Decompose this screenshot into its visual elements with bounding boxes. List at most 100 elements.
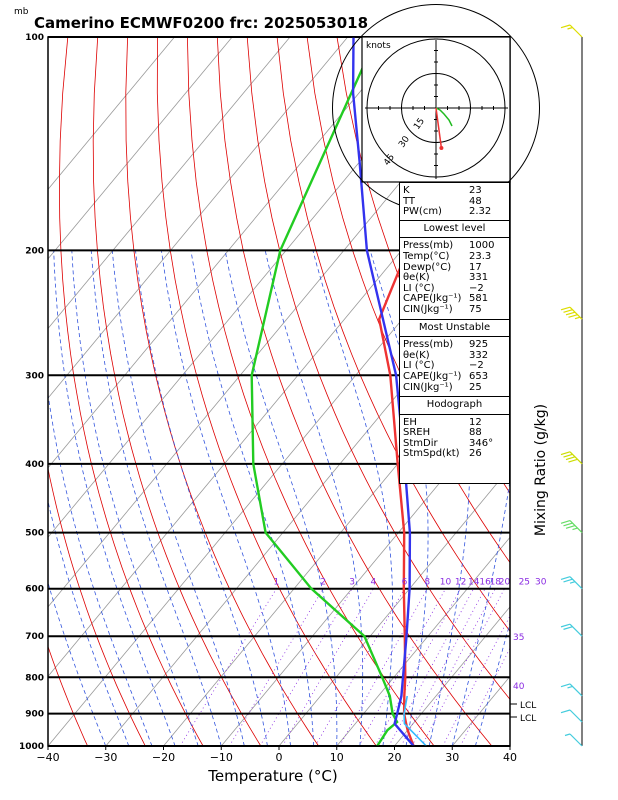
hodograph-index-label: StmDir (403, 437, 438, 449)
hodograph-table-header: Hodograph (426, 399, 483, 411)
most-unstable-value: 25 (469, 381, 482, 393)
wind-barb-flag (574, 316, 581, 320)
wind-barb-shaft (569, 576, 583, 590)
wind-barb (560, 683, 583, 697)
wind-barb-flag (567, 26, 573, 30)
most-unstable-row: Press(mb) 925 (403, 340, 506, 351)
lowest-level-value: 23.3 (469, 250, 492, 262)
mixing-ratio-label: 30 (535, 578, 547, 588)
wind-barb-flag (572, 527, 578, 531)
wind-barb (560, 451, 583, 465)
mixing-ratio-label: 14 (468, 578, 480, 588)
indices-table: K 23 TT 48 PW(cm) 2.32 Lowest level Press(mb)… (399, 182, 510, 484)
lowest-level-label: CIN(Jkg⁻¹) (403, 303, 453, 315)
most-unstable-label: CAPE(Jkg⁻¹) (403, 370, 462, 382)
moist-adiabat-line (224, 250, 338, 746)
moist-adiabat-line (428, 250, 471, 746)
wind-barb-column (560, 24, 583, 747)
hodograph-index-row: StmSpd(kt) 26 (403, 449, 506, 460)
lowest-level-rows: Press(mb) 1000 Temp(°C) 23.3 Dewp(°C) 17 θe(K)… (400, 237, 509, 318)
wind-barb-flag (560, 623, 571, 628)
isotherm-line (48, 37, 291, 330)
hodograph-panel: knots 15 30 45 (332, 4, 540, 212)
most-unstable-value: 925 (469, 339, 489, 351)
isotherm-line (48, 37, 175, 191)
wind-barb-shaft (569, 520, 583, 533)
most-unstable-label: θe(K) (403, 349, 430, 361)
isotherm-lines (48, 37, 510, 746)
lowest-level-value: 75 (469, 303, 482, 315)
pressure-tick-label: 600 (25, 585, 44, 595)
pressure-tick-label: 100 (25, 33, 44, 43)
wind-barb (560, 623, 583, 637)
most-unstable-row: θe(K) 332 (403, 349, 506, 362)
mixing-ratio-label: 12 (455, 578, 466, 588)
lowest-level-label: θe(K) (403, 272, 430, 284)
mixing-ratio-line (374, 588, 461, 746)
moist-adiabat-line (369, 250, 429, 746)
pressure-tick-label: 1000 (19, 742, 44, 752)
wind-barb-flag (560, 683, 571, 688)
dry-adiabat-line (576, 37, 618, 746)
x-tick-label: −20 (152, 751, 175, 764)
most-unstable-row: CAPE(Jkg⁻¹) 653 (403, 370, 506, 383)
wind-barb-shaft (569, 733, 583, 747)
dry-adiabat-line (516, 37, 618, 746)
mixing-ratio-label: 6 (402, 578, 408, 588)
wind-barb (564, 733, 583, 747)
pressure-tick-label: 200 (25, 246, 44, 256)
wind-barb-flag (560, 451, 571, 456)
wind-barb (560, 576, 583, 590)
isotherm-line (48, 37, 349, 399)
pressure-tick-label: 800 (25, 673, 44, 683)
x-tick-label: −40 (36, 751, 59, 764)
index-value: 2.32 (469, 206, 492, 218)
most-unstable-row: CIN(Jkg⁻¹) 25 (403, 381, 506, 394)
most-unstable-label: LI (°C) (403, 360, 435, 372)
moist-adiabat-line (111, 250, 245, 746)
dry-adiabat-line (156, 37, 377, 746)
sounding-profiles (250, 37, 510, 746)
moist-adiabat-line (135, 250, 268, 746)
hodograph-index-value: 346° (469, 437, 494, 449)
hodograph-index-label: StmSpd(kt) (403, 448, 460, 460)
index-row: PW(cm) 2.32 (403, 207, 506, 218)
hodograph-wind-trace (435, 107, 453, 127)
wind-barb-flag (568, 314, 578, 318)
lowest-level-value: 1000 (469, 240, 495, 252)
dry-adiabat-line (48, 645, 88, 746)
lowest-level-label: Dewp(°C) (403, 261, 452, 273)
moist-adiabat-line (161, 250, 291, 746)
isotherm-line (48, 37, 406, 469)
wind-barb (560, 519, 583, 533)
mixing-ratio-axis-title: Mixing Ratio (g/kg) (533, 404, 549, 536)
most-unstable-row: LI (°C) −2 (403, 361, 506, 372)
isotherm-line (394, 606, 510, 746)
hodograph-index-value: 88 (469, 427, 482, 439)
lowest-level-label: Press(mb) (403, 240, 454, 252)
mixing-ratio-line (229, 588, 324, 746)
wind-barb-flag (563, 453, 573, 458)
wind-barb-flag (563, 309, 573, 313)
hodograph-index-label: SREH (403, 427, 431, 439)
hodograph-trace (435, 107, 453, 150)
lowest-level-row: Press(mb) 1000 (403, 241, 506, 252)
lowest-level-value: 17 (469, 261, 482, 273)
hodograph-table-rows: EH 12 SREH 88 StmDir 346° StmSpd(kt) 26 (400, 413, 509, 463)
dry-adiabat-line (276, 37, 510, 632)
isotherm-line (336, 536, 510, 746)
chart-title: Camerino ECMWF0200 frc: 2025053018 (34, 14, 368, 32)
dry-adiabat-line (125, 37, 319, 746)
most-unstable-rows: Press(mb) 925 θe(K) 332 LI (°C) −2 CAPE(Jkg⁻¹)… (400, 336, 509, 396)
isotherm-line (220, 397, 510, 746)
index-label: TT (403, 195, 416, 207)
most-unstable-header: Most Unstable (418, 321, 491, 333)
x-tick-label: 30 (445, 751, 459, 764)
wind-barb-flag (567, 685, 573, 689)
index-row: TT 48 (403, 195, 506, 208)
mixing-ratio-label: 8 (424, 578, 430, 588)
isotherm-line (278, 467, 510, 746)
x-tick-label: 10 (330, 751, 344, 764)
dry-adiabat-line (606, 37, 618, 746)
dry-adiabat-line (246, 37, 510, 700)
